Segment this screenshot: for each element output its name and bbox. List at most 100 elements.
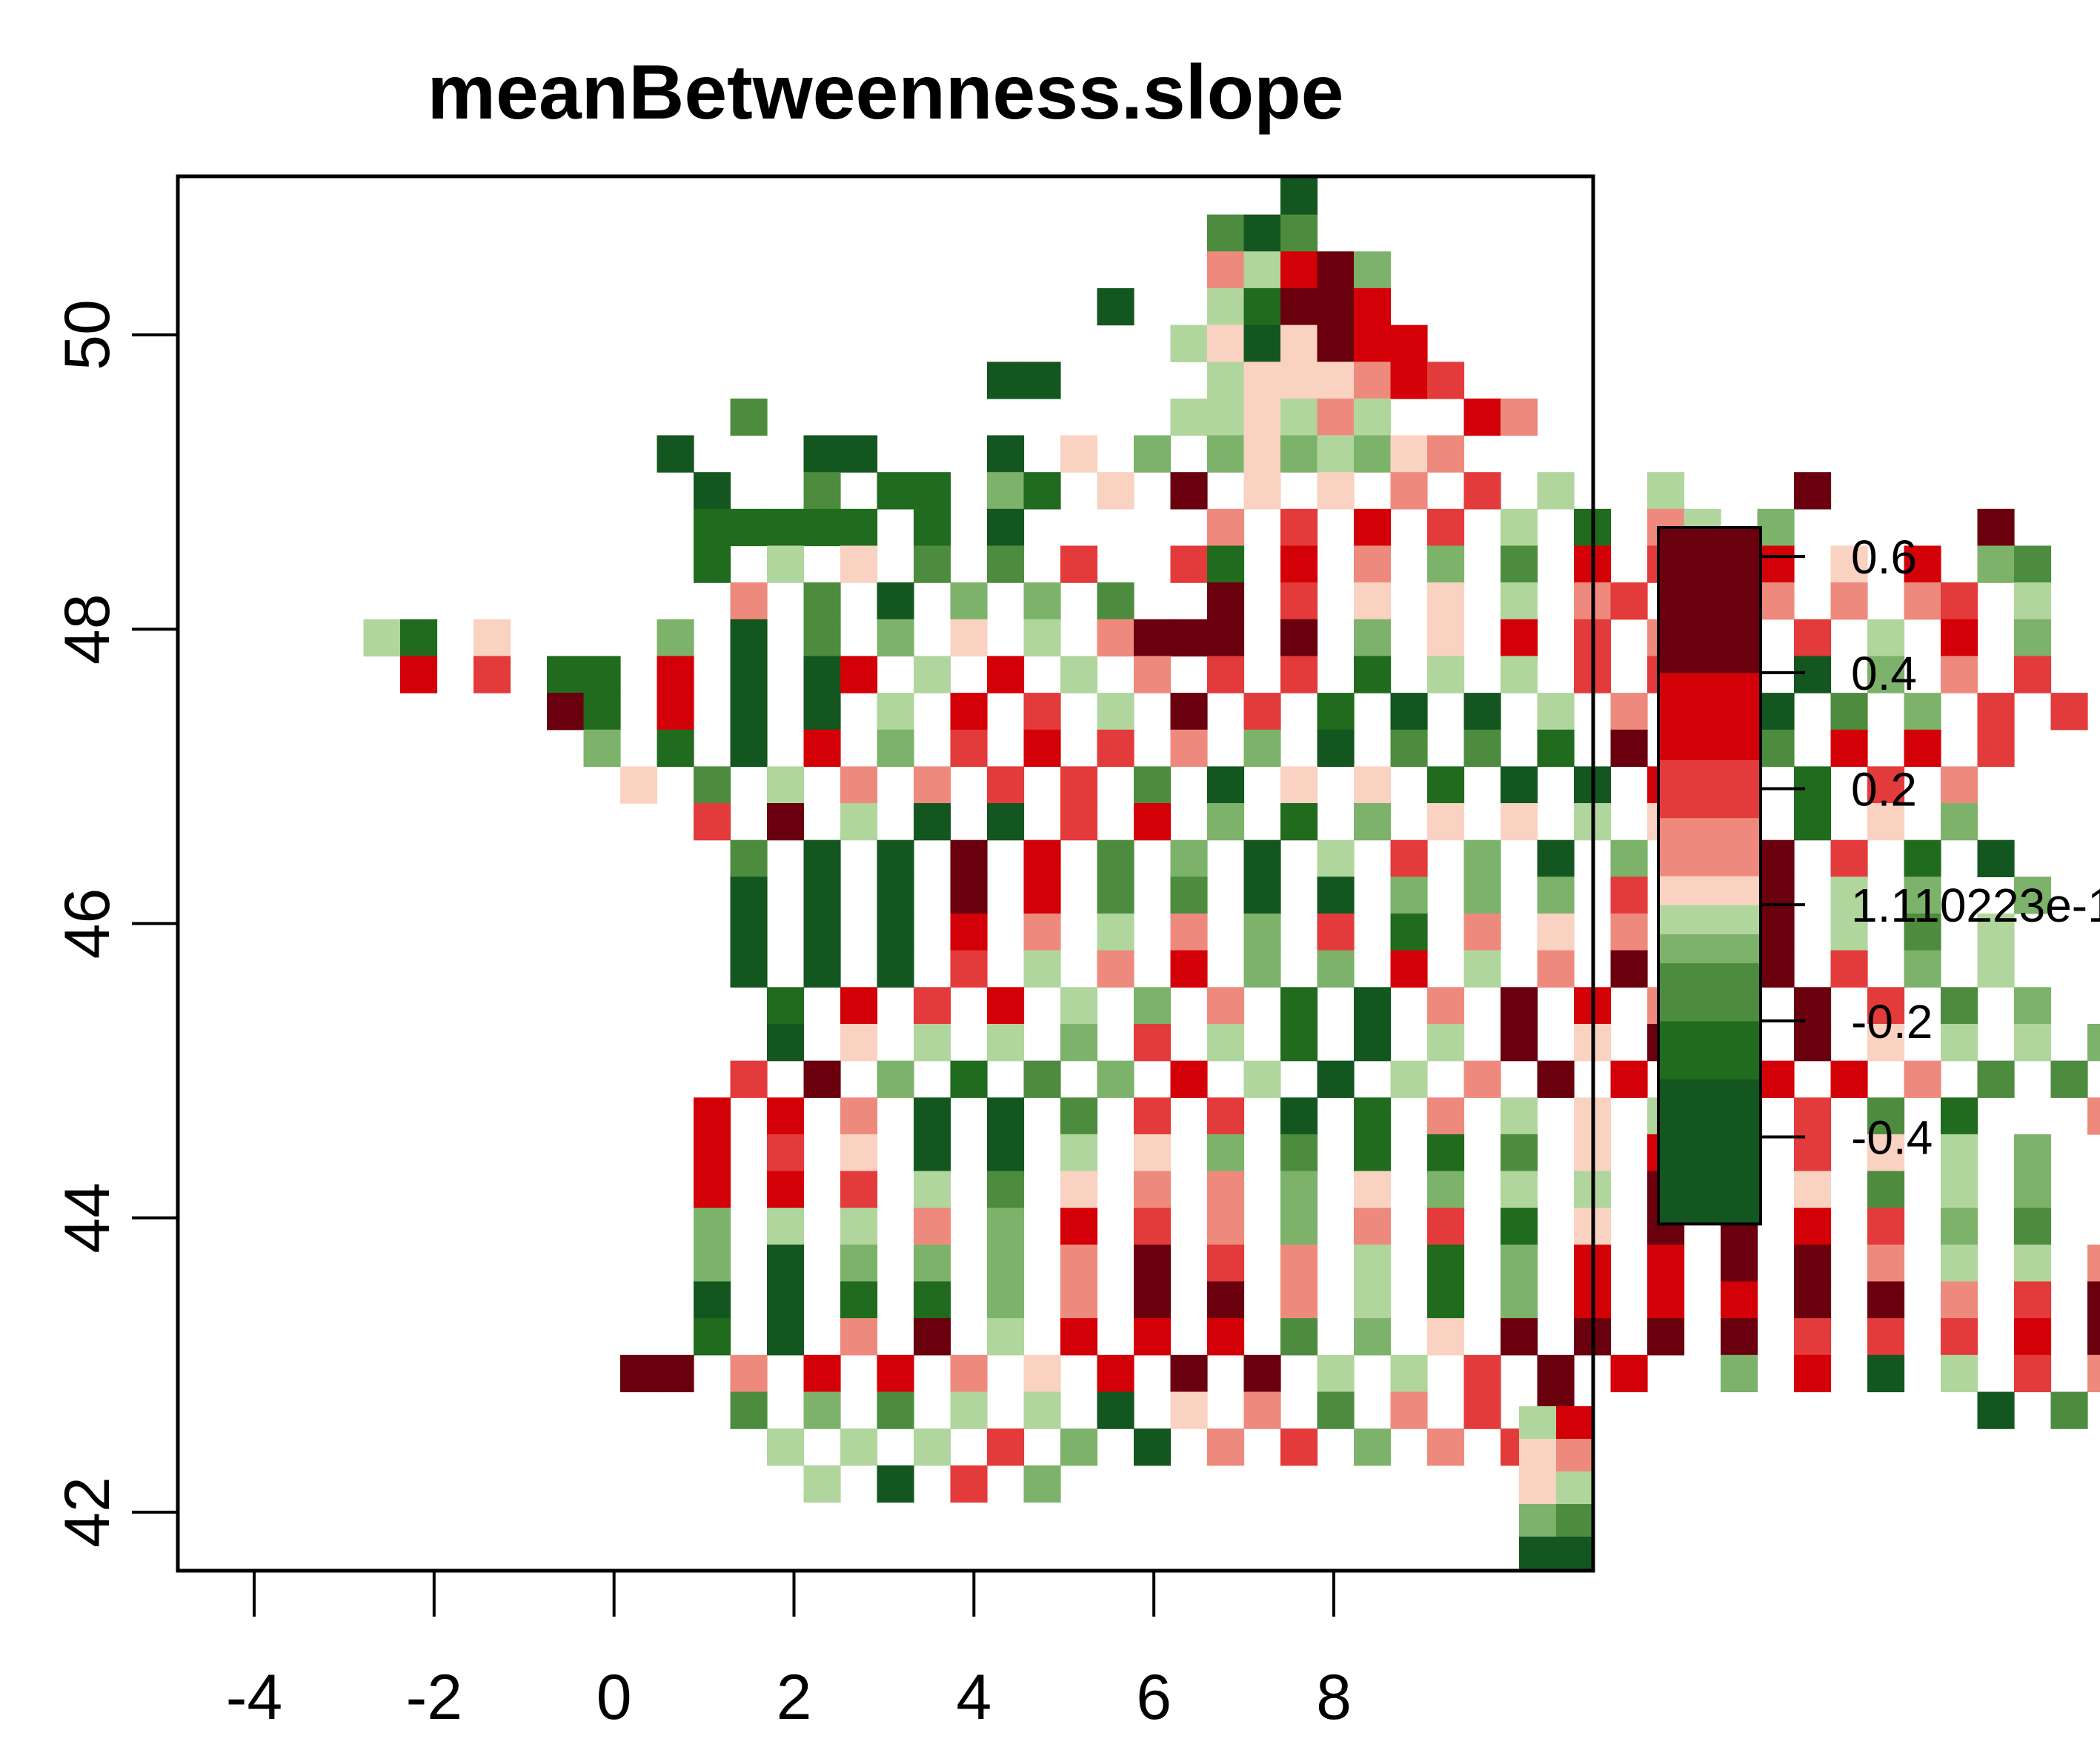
raster-cell — [583, 693, 621, 731]
raster-cell — [1170, 839, 1208, 877]
raster-cell — [1463, 1354, 1501, 1393]
raster-cell — [1501, 1134, 1538, 1172]
raster-cell — [1977, 545, 2015, 583]
raster-cell — [1354, 508, 1392, 547]
raster-cell — [1794, 1281, 1832, 1319]
raster-cell — [1537, 1060, 1575, 1098]
raster-cell — [2014, 876, 2052, 914]
y-tick-label: 46 — [52, 888, 123, 959]
y-axis: 42 44 46 48 50 — [52, 299, 179, 1548]
raster-cell — [914, 1281, 951, 1319]
raster-cell — [803, 1060, 841, 1098]
raster-cell — [1317, 693, 1355, 731]
raster-cell — [840, 1244, 878, 1282]
raster-cell — [1537, 1354, 1575, 1393]
raster-cell — [1060, 766, 1098, 804]
raster-cell — [987, 1171, 1025, 1208]
raster-cell — [1610, 729, 1648, 768]
raster-cell — [1317, 1391, 1355, 1429]
raster-cell — [877, 914, 914, 951]
raster-cell — [1867, 803, 1905, 841]
raster-cell — [987, 1208, 1025, 1245]
raster-cell — [657, 619, 694, 657]
raster-cell — [1354, 545, 1392, 583]
raster-cell — [1757, 729, 1795, 768]
raster-cell — [1941, 987, 1978, 1025]
raster-cell — [1941, 1244, 1978, 1282]
raster-cell — [1904, 693, 1941, 731]
raster-cell — [950, 876, 988, 914]
raster-cell — [1556, 1471, 1594, 1505]
raster-cell — [1207, 803, 1245, 841]
raster-cell — [1060, 1244, 1098, 1282]
legend-tick-label: 0.2 — [1851, 763, 1917, 816]
raster-cell — [400, 656, 438, 693]
raster-cell — [2087, 1318, 2100, 1356]
raster-cell — [1134, 1281, 1172, 1319]
raster-cell — [1170, 693, 1208, 731]
raster-cell — [1134, 435, 1172, 473]
raster-cell — [1977, 1391, 2015, 1429]
raster-cell — [1280, 1208, 1318, 1245]
raster-cell — [1170, 876, 1208, 914]
raster-cell — [877, 729, 914, 768]
raster-cell — [1207, 508, 1245, 547]
y-tick-label: 44 — [52, 1182, 123, 1254]
raster-cell — [950, 1354, 988, 1393]
raster-cell — [767, 1318, 805, 1356]
raster-cell — [1354, 987, 1392, 1025]
raster-cell — [474, 619, 511, 657]
raster-cell — [1134, 656, 1172, 693]
raster-cell — [914, 766, 951, 804]
raster-cell — [1317, 251, 1355, 289]
raster-cell — [840, 545, 878, 583]
raster-cell — [657, 729, 694, 768]
raster-cell — [1060, 803, 1098, 841]
raster-cell — [1519, 1471, 1557, 1505]
raster-cell — [877, 472, 914, 510]
raster-cell — [1537, 914, 1575, 951]
raster-cell — [1207, 619, 1245, 657]
raster-cell — [840, 1171, 878, 1208]
raster-cell — [1501, 545, 1538, 583]
raster-cell — [1794, 1354, 1832, 1393]
raster-cell — [1023, 914, 1061, 951]
raster-cell — [1243, 1354, 1281, 1393]
x-tick-label: -2 — [406, 1662, 462, 1733]
raster-cell — [2050, 693, 2088, 731]
raster-cell — [1427, 362, 1465, 399]
raster-cell — [2087, 1281, 2100, 1319]
raster-cell — [1556, 1537, 1594, 1570]
raster-cell — [2014, 656, 2052, 693]
raster-cell — [1097, 876, 1134, 914]
raster-cell — [730, 1060, 768, 1098]
raster-cell — [1830, 839, 1868, 877]
raster-cell — [1207, 1208, 1245, 1245]
raster-cell — [987, 472, 1025, 510]
raster-cell — [1794, 1134, 1832, 1172]
raster-cell — [1941, 656, 1978, 693]
raster-cell — [1243, 693, 1281, 731]
raster-cell — [1941, 766, 1978, 804]
raster-cell — [1023, 472, 1061, 510]
raster-cell — [1134, 1208, 1172, 1245]
raster-cell — [767, 1171, 805, 1208]
raster-cell — [1207, 1171, 1245, 1208]
raster-cell — [620, 1354, 658, 1393]
raster-cell — [1280, 987, 1318, 1025]
raster-cell — [1134, 1244, 1172, 1282]
raster-cell — [1243, 729, 1281, 768]
raster-cell — [1610, 876, 1648, 914]
raster-cell — [1501, 1171, 1538, 1208]
raster-cell — [1170, 398, 1208, 436]
raster-cell — [1023, 582, 1061, 620]
raster-cell — [657, 1354, 694, 1393]
raster-cell — [1134, 987, 1172, 1025]
raster-cell — [1354, 398, 1392, 436]
raster-cell — [1280, 656, 1318, 693]
raster-cell — [694, 1208, 731, 1245]
raster-cell — [1867, 1281, 1905, 1319]
raster-cell — [1134, 1097, 1172, 1135]
raster-cell — [1170, 1354, 1208, 1393]
raster-cell — [840, 987, 878, 1025]
